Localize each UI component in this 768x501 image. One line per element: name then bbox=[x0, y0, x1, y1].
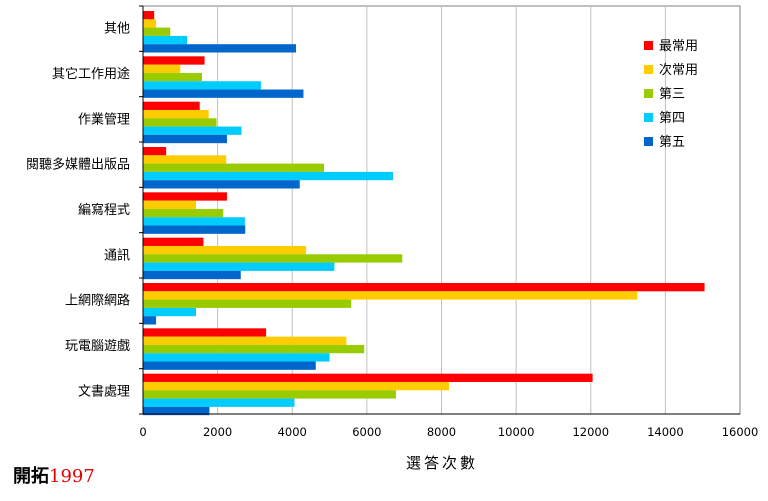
credit-signature: 開拓1997 bbox=[13, 462, 95, 488]
bar-5 bbox=[143, 134, 227, 144]
legend-label: 第五 bbox=[659, 135, 685, 150]
legend-label: 次常用 bbox=[659, 62, 698, 78]
legend-swatch bbox=[644, 65, 653, 74]
legend-swatch bbox=[644, 41, 653, 50]
legend-label: 第四 bbox=[659, 111, 685, 126]
bar-1 bbox=[143, 192, 227, 201]
bar-2 bbox=[143, 109, 209, 119]
bar-1 bbox=[143, 56, 205, 65]
y-tick-marks bbox=[139, 5, 740, 415]
bar-2 bbox=[143, 19, 157, 28]
bar-1 bbox=[143, 328, 267, 337]
credit-name: 開拓 bbox=[13, 466, 49, 487]
bar-3 bbox=[143, 390, 396, 399]
bar-4 bbox=[143, 262, 335, 271]
bar-2 bbox=[143, 200, 196, 209]
bar-5 bbox=[143, 44, 296, 53]
bar-3 bbox=[143, 299, 352, 308]
bar-3 bbox=[143, 208, 224, 218]
x-tick-label: 8000 bbox=[427, 425, 456, 439]
bar-5 bbox=[143, 89, 304, 98]
category-label: 玩電腦遊戲 bbox=[65, 339, 130, 354]
bar-2 bbox=[143, 64, 181, 73]
legend-swatch bbox=[644, 113, 653, 122]
legend-label: 最常用 bbox=[659, 39, 698, 54]
category-label: 其它工作用途 bbox=[52, 66, 130, 82]
x-tick-label: 12000 bbox=[572, 425, 609, 439]
x-tick-label: 4000 bbox=[278, 425, 307, 439]
legend-swatch bbox=[644, 89, 653, 98]
bar-2 bbox=[143, 381, 449, 391]
category-label: 上網際網路 bbox=[65, 293, 130, 309]
bar-1 bbox=[143, 11, 155, 20]
legend-label: 第三 bbox=[659, 87, 685, 102]
legend-swatch bbox=[644, 137, 653, 146]
x-tick-label: 16000 bbox=[722, 425, 759, 439]
bar-4 bbox=[143, 81, 261, 90]
bar-4 bbox=[143, 35, 188, 45]
bar-3 bbox=[143, 118, 217, 127]
bar-5 bbox=[143, 316, 157, 325]
x-tick-label: 2000 bbox=[203, 425, 232, 439]
bar-4 bbox=[143, 307, 196, 317]
bar-5 bbox=[143, 361, 316, 370]
x-axis-title: 選答次數 bbox=[406, 454, 478, 472]
bar-3 bbox=[143, 254, 403, 263]
category-label: 其他 bbox=[104, 22, 130, 37]
bar-4 bbox=[143, 126, 242, 135]
bar-1 bbox=[143, 283, 705, 292]
bar-3 bbox=[143, 344, 365, 354]
bar-3 bbox=[143, 163, 324, 172]
bar-2 bbox=[143, 245, 307, 255]
bar-5 bbox=[143, 225, 246, 234]
category-label: 編寫程式 bbox=[78, 202, 130, 218]
category-label: 作業管理 bbox=[78, 111, 130, 127]
bar-4 bbox=[143, 398, 295, 407]
bar-1 bbox=[143, 147, 167, 156]
bar-2 bbox=[143, 336, 347, 345]
bar-3 bbox=[143, 72, 202, 82]
bar-4 bbox=[143, 217, 245, 226]
bar-4 bbox=[143, 353, 330, 362]
bar-3 bbox=[143, 27, 171, 36]
category-label: 文書處理 bbox=[78, 384, 130, 399]
bar-1 bbox=[143, 373, 593, 382]
x-tick-labels: 0 2000 4000 6000 8000 10000 12000 14000 16000 bbox=[139, 425, 758, 439]
category-label: 閱聽多媒體出版品 bbox=[26, 157, 130, 173]
bar-2 bbox=[143, 155, 227, 164]
bar-2 bbox=[143, 291, 638, 300]
x-tick-label: 10000 bbox=[498, 425, 535, 439]
bar-5 bbox=[143, 270, 241, 280]
bars-group bbox=[143, 11, 705, 416]
category-label: 通訊 bbox=[104, 248, 130, 263]
x-tick-label: 0 bbox=[139, 425, 146, 439]
bar-5 bbox=[143, 180, 300, 189]
bar-5 bbox=[143, 406, 210, 416]
x-tick-label: 6000 bbox=[352, 425, 381, 439]
bar-1 bbox=[143, 101, 200, 110]
bar-4 bbox=[143, 171, 393, 181]
bar-1 bbox=[143, 237, 204, 246]
credit-year: 1997 bbox=[49, 466, 95, 487]
x-tick-label: 14000 bbox=[647, 425, 684, 439]
